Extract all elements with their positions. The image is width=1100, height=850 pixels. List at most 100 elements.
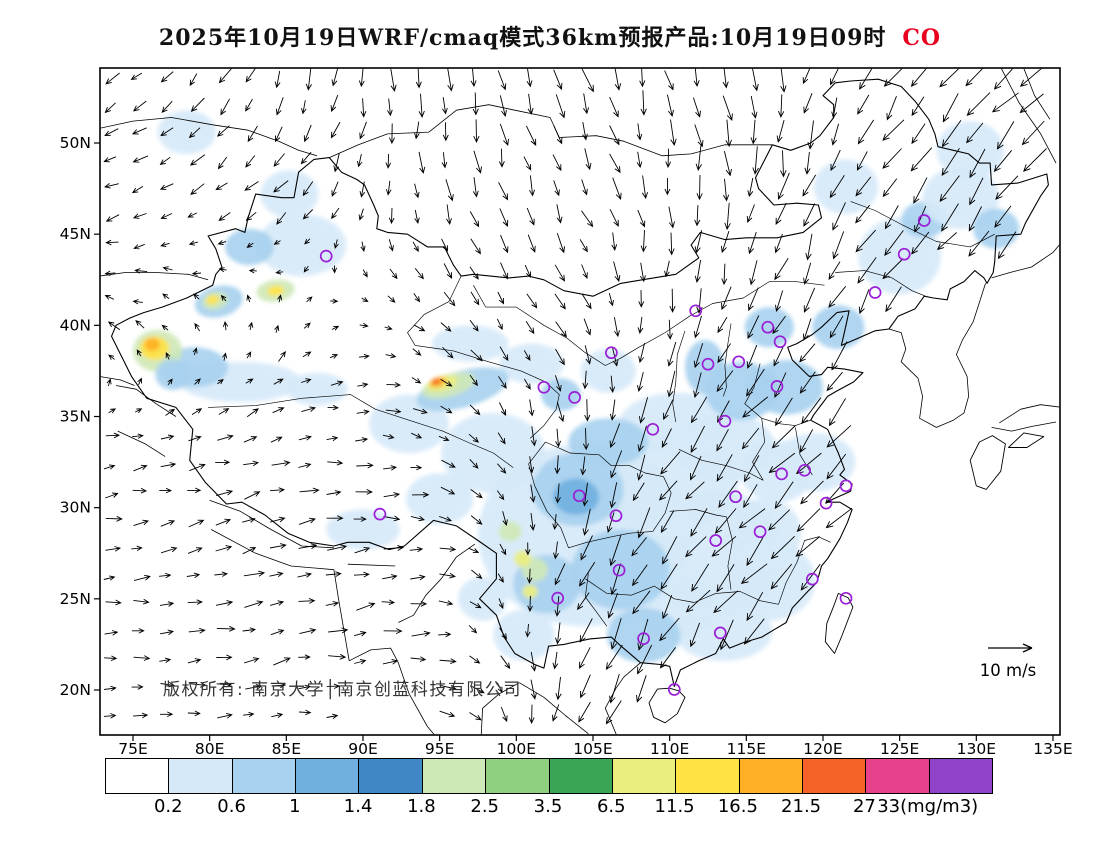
province-border bbox=[208, 394, 514, 468]
colorbar-level-label: 33(mg/m3) bbox=[877, 796, 979, 817]
island-outline bbox=[969, 435, 1006, 490]
station-marker bbox=[612, 563, 626, 577]
station-marker bbox=[839, 479, 853, 493]
country-border bbox=[604, 662, 641, 735]
lat-tick-label: 25N bbox=[60, 590, 91, 608]
lat-tick-label: 40N bbox=[60, 316, 91, 334]
china-outline bbox=[110, 78, 1049, 687]
station-marker bbox=[761, 320, 775, 334]
colorbar bbox=[105, 758, 993, 794]
station-marker bbox=[729, 490, 742, 504]
title-species-label: CO bbox=[902, 25, 942, 51]
colorbar-labels: 0.2 0.6 1 1.4 1.8 2.5 3.5 6.5 11.5 16.5 21.5 27 33(m… bbox=[105, 796, 1065, 822]
lon-tick-label: 120E bbox=[803, 740, 842, 758]
colorbar-level-label: 16.5 bbox=[717, 796, 758, 817]
wind-reference: 10 m/s bbox=[980, 643, 1036, 680]
lon-tick-label: 115E bbox=[727, 740, 766, 758]
wind-reference-label: 10 m/s bbox=[980, 661, 1036, 680]
country-border bbox=[100, 272, 209, 281]
station-marker bbox=[709, 534, 723, 547]
province-border bbox=[778, 536, 831, 605]
colorbar-level-label: 21.5 bbox=[781, 796, 822, 817]
country-border bbox=[100, 376, 135, 386]
station-marker bbox=[537, 380, 551, 394]
lon-tick-label: 100E bbox=[497, 740, 536, 758]
station-marker bbox=[773, 335, 787, 349]
colorbar-level-label: 11.5 bbox=[654, 796, 695, 817]
province-border bbox=[674, 591, 779, 605]
station-marker bbox=[689, 304, 703, 318]
lat-tick-label: 30N bbox=[60, 499, 91, 517]
country-border bbox=[480, 682, 520, 735]
country-border bbox=[1023, 68, 1051, 120]
co-concentration-field bbox=[133, 110, 1020, 663]
station-marker bbox=[917, 214, 931, 227]
station-marker bbox=[805, 572, 819, 586]
station-marker bbox=[568, 391, 581, 404]
colorbar-box bbox=[486, 759, 550, 793]
lon-tick-label: 125E bbox=[880, 740, 919, 758]
station-marker bbox=[819, 496, 833, 510]
copyright-text: 版权所有: 南京大学│南京创蓝科技有限公司 bbox=[163, 679, 522, 700]
colorbar-box bbox=[676, 759, 740, 793]
lon-tick-label: 110E bbox=[650, 740, 689, 758]
colorbar-level-label: 2.5 bbox=[470, 796, 500, 817]
island-outline bbox=[648, 687, 686, 724]
country-border bbox=[333, 569, 350, 661]
colorbar-box bbox=[802, 759, 867, 793]
colorbar-box bbox=[929, 759, 993, 793]
country-border bbox=[117, 430, 166, 457]
colorbar-box bbox=[612, 759, 677, 793]
country-border bbox=[519, 682, 589, 735]
station-marker bbox=[713, 626, 727, 640]
province-border bbox=[584, 573, 608, 627]
axis-label-layer: 75E 80E 85E 90E 95E 100E 105E 110E 115E 120E 125E 1… bbox=[60, 134, 1073, 758]
lat-tick-label: 45N bbox=[60, 225, 91, 243]
station-marker bbox=[775, 467, 788, 481]
station-marker bbox=[646, 422, 660, 436]
province-border bbox=[473, 281, 825, 366]
country-border bbox=[991, 244, 1060, 279]
colorbar-box bbox=[106, 759, 170, 793]
colorbar-level-label: 27 bbox=[852, 796, 876, 817]
station-marker bbox=[868, 286, 882, 299]
country-border bbox=[888, 283, 986, 428]
station-marker bbox=[667, 683, 681, 696]
station-marker bbox=[373, 507, 387, 521]
colorbar-level-label: 1.4 bbox=[343, 796, 373, 817]
province-border bbox=[726, 516, 733, 590]
title-text: 2025年10月19日WRF/cmaq模式36km预报产品:10月19日09时 bbox=[158, 25, 887, 51]
island-outline bbox=[1008, 432, 1045, 448]
province-border bbox=[835, 270, 926, 297]
station-marker bbox=[572, 489, 586, 503]
station-marker bbox=[701, 357, 715, 371]
country-border bbox=[349, 647, 435, 735]
lon-tick-label: 130E bbox=[957, 740, 996, 758]
country-border bbox=[211, 529, 334, 571]
page-title: 2025年10月19日WRF/cmaq模式36km预报产品:10月19日09时 C… bbox=[0, 20, 1100, 52]
station-marker bbox=[605, 346, 618, 360]
lat-tick-label: 35N bbox=[60, 408, 91, 426]
lon-tick-label: 80E bbox=[195, 740, 225, 758]
country-border bbox=[1001, 68, 1057, 164]
station-marker bbox=[319, 249, 333, 263]
station-marker bbox=[839, 591, 853, 605]
province-border bbox=[722, 323, 732, 397]
lon-tick-label: 95E bbox=[425, 740, 455, 758]
country-border bbox=[347, 563, 396, 567]
lon-tick-label: 85E bbox=[272, 740, 302, 758]
station-marker bbox=[609, 509, 623, 523]
station-marker bbox=[551, 591, 565, 605]
province-border bbox=[672, 330, 686, 423]
province-border bbox=[678, 449, 764, 481]
colorbar-level-label: 0.2 bbox=[153, 796, 183, 817]
lat-tick-label: 50N bbox=[60, 134, 91, 152]
colorbar-box bbox=[866, 759, 930, 793]
colorbar-box bbox=[739, 759, 803, 793]
country-border bbox=[999, 404, 1060, 424]
country-border bbox=[116, 385, 177, 417]
reference-arrow-icon bbox=[988, 643, 1033, 653]
province-border bbox=[752, 418, 766, 481]
